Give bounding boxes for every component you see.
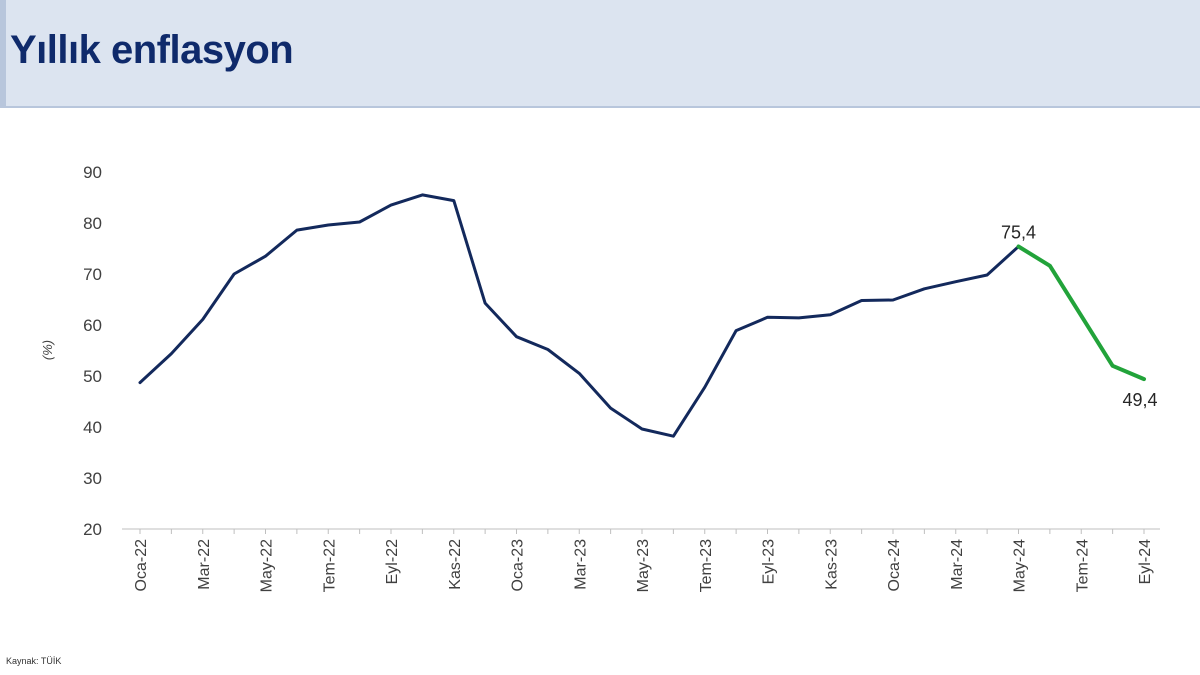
x-tick-label: Mar-24	[949, 539, 966, 590]
y-axis-ticks: 20 30 40 50 60 70 80 90	[83, 163, 102, 539]
series-line-highlight	[1016, 244, 1146, 382]
chart-area: 20 30 40 50 60 70 80 90 Oca-22 Mar-22 May-22 Tem-2…	[0, 108, 1200, 648]
source-note: Kaynak: TÜİK	[6, 656, 62, 666]
y-tick-label: 90	[83, 163, 102, 182]
x-axis-ticks: Oca-22 Mar-22 May-22 Tem-22 Eyl-22 Kas-22 Oca-…	[133, 529, 1154, 592]
annotations-group: 75,4 49,4	[1001, 222, 1158, 410]
x-tick-label: Oca-23	[510, 539, 527, 592]
inflation-line-chart: 20 30 40 50 60 70 80 90 Oca-22 Mar-22 May-22 Tem-2…	[40, 163, 1160, 592]
series-line-main	[138, 193, 1020, 438]
x-tick-label: Mar-23	[572, 539, 589, 590]
data-label: 75,4	[1001, 222, 1036, 242]
x-tick-label: May-23	[635, 539, 652, 592]
x-tick-label: Tem-24	[1074, 539, 1091, 592]
x-tick-label: Tem-23	[698, 539, 715, 592]
x-tick-label: May-22	[259, 539, 276, 592]
y-axis-label: (%)	[40, 340, 55, 360]
y-tick-label: 80	[83, 214, 102, 233]
y-tick-label: 20	[83, 520, 102, 539]
data-label: 49,4	[1122, 390, 1157, 410]
x-tick-label: Eyl-23	[761, 539, 778, 584]
y-tick-label: 70	[83, 265, 102, 284]
x-tick-label: Kas-22	[447, 539, 464, 590]
title-bar: Yıllık enflasyon	[0, 0, 1200, 108]
x-tick-label: Kas-23	[823, 539, 840, 590]
x-tick-label: Oca-22	[133, 539, 150, 592]
y-tick-label: 50	[83, 367, 102, 386]
title-accent-bar	[0, 0, 6, 108]
x-tick-label: Eyl-24	[1137, 539, 1154, 584]
page-title: Yıllık enflasyon	[10, 28, 294, 72]
x-tick-label: Tem-22	[321, 539, 338, 592]
x-tick-label: May-24	[1012, 539, 1029, 592]
y-tick-label: 60	[83, 316, 102, 335]
series-group	[138, 193, 1146, 438]
x-tick-label: Mar-22	[196, 539, 213, 590]
y-tick-label: 30	[83, 469, 102, 488]
x-tick-label: Oca-24	[886, 539, 903, 592]
x-tick-label: Eyl-22	[384, 539, 401, 584]
y-tick-label: 40	[83, 418, 102, 437]
